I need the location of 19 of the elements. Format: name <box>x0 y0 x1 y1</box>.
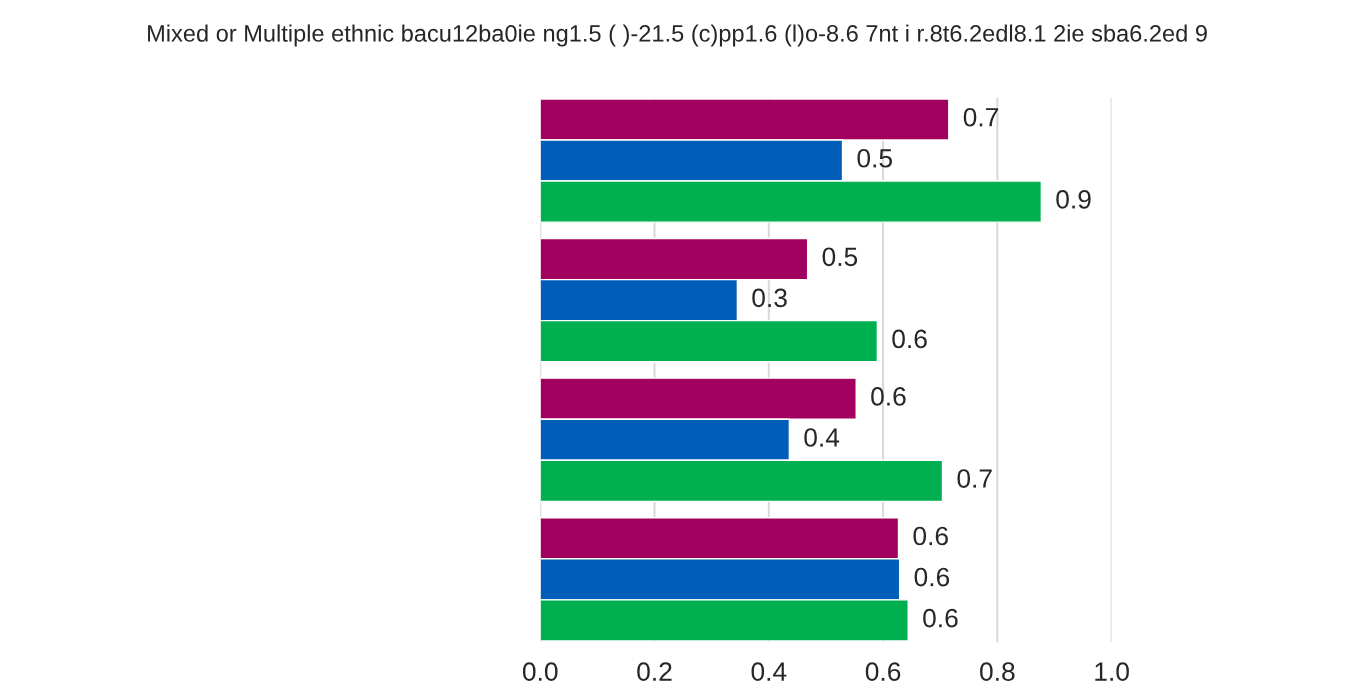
chart-title: Mixed or Multiple ethnic bacu12ba0ie ng1.5 ( )-21.5 (c)pp1.6 (l)o-8.6 7nt i r.8t6.2edl8.1 2ie sba6.2ed 9 <box>148 24 1207 47</box>
data-label: 0.6 <box>871 387 906 406</box>
x-tick-label: 0.8 <box>980 662 1015 681</box>
data-label: 0.6 <box>923 608 958 628</box>
data-label: 0.3 <box>752 288 787 308</box>
x-tick-label: 0.2 <box>637 662 672 681</box>
data-label: 0.9 <box>1056 190 1091 209</box>
data-label: 0.7 <box>963 107 999 127</box>
data-label: 0.6 <box>913 526 948 546</box>
data-label: 0.7 <box>957 469 992 488</box>
data-label: 0.4 <box>804 428 840 447</box>
x-tick-label: 0.0 <box>522 662 558 681</box>
x-tick-label: 0.6 <box>865 662 901 681</box>
x-tick-label: 1.0 <box>1095 662 1129 681</box>
data-label: 0.6 <box>892 329 927 349</box>
data-label: 0.6 <box>914 567 950 587</box>
data-label: 0.5 <box>822 247 858 267</box>
x-tick-label: 0.4 <box>751 662 787 681</box>
data-label: 0.5 <box>857 148 892 168</box>
